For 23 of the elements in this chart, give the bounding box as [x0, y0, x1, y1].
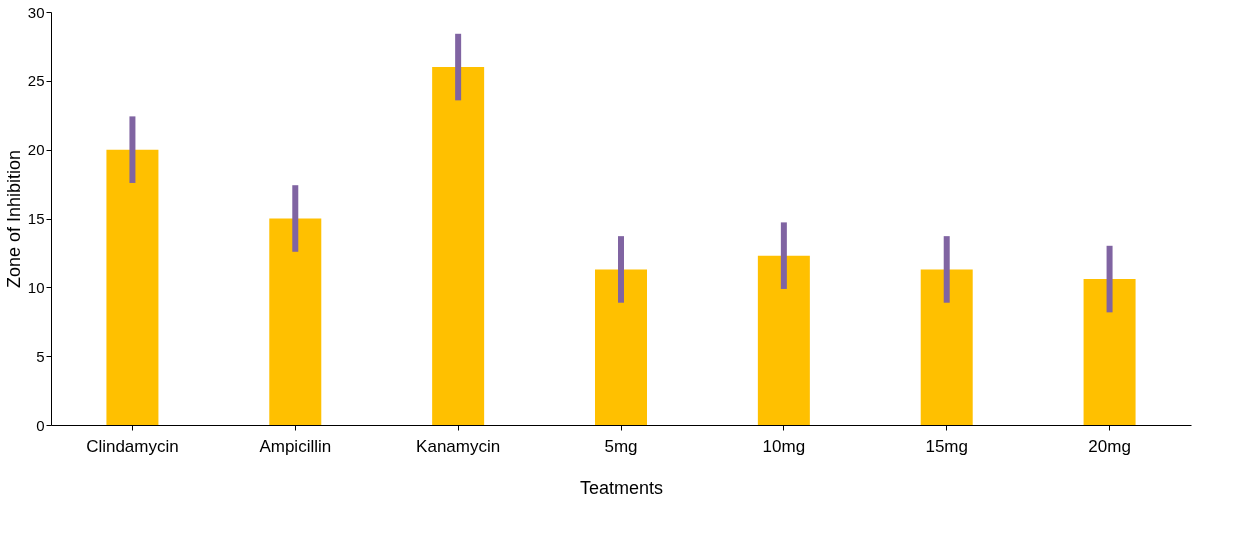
y-tick-label: 30: [27, 3, 45, 21]
x-tick-label: Ampicillin: [259, 436, 332, 456]
x-tick-label: Kanamycin: [416, 436, 501, 456]
y-tick-label: 25: [27, 72, 45, 90]
y-axis-title: Zone of Inhibition: [3, 149, 24, 289]
bar: [757, 255, 810, 425]
bar: [432, 67, 485, 425]
x-tick-label: 5mg: [604, 436, 638, 456]
y-tick-label: 20: [27, 141, 45, 159]
y-tick-label: 15: [27, 210, 45, 227]
bar: [269, 218, 322, 425]
x-tick-label: 15mg: [925, 436, 968, 456]
x-tick-label: Clindamycin: [86, 436, 179, 456]
bar: [1083, 279, 1136, 425]
bar: [595, 269, 647, 425]
y-tick-label: 5: [36, 347, 45, 365]
bar: [106, 149, 159, 425]
bar: [920, 269, 973, 425]
x-tick-label: 20mg: [1088, 436, 1131, 456]
y-tick-label: 10: [27, 278, 45, 296]
x-tick-label: 10mg: [762, 436, 806, 456]
y-tick-label: 0: [36, 416, 45, 434]
x-axis-title: Teatments: [579, 477, 664, 498]
